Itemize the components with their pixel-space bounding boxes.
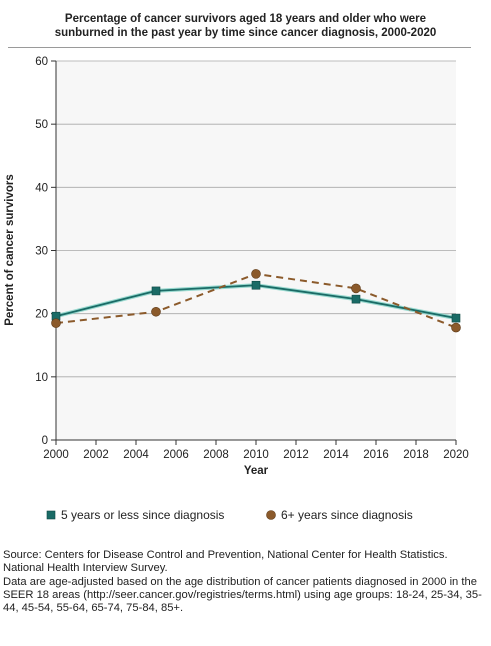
y-tick-label: 0 — [42, 435, 48, 447]
y-axis-label: Percent of cancer survivors — [4, 174, 16, 326]
source-notes: Source: Centers for Disease Control and … — [3, 549, 487, 615]
x-tick-label: 2012 — [283, 449, 309, 461]
series-layer — [51, 269, 461, 333]
chart-title: Percentage of cancer survivors aged 18 y… — [20, 12, 471, 40]
series-2-point — [251, 269, 261, 279]
legend-item-series-2: 6+ years since diagnosis — [265, 508, 413, 522]
legend-item-series-1: 5 years or less since diagnosis — [45, 508, 224, 522]
axes: 0 10 20 30 40 50 60 2000 2002 2004 2006 2008 2010 201… — [35, 56, 469, 461]
series-1-point — [251, 280, 261, 290]
series-1-point — [451, 313, 461, 323]
legend-label-series-1: 5 years or less since diagnosis — [61, 508, 225, 522]
x-tick-label: 2010 — [243, 449, 269, 461]
x-tick-label: 2006 — [163, 449, 189, 461]
series-2-point — [51, 318, 61, 328]
x-tick-label: 2002 — [83, 449, 109, 461]
x-tick-label: 2000 — [43, 449, 69, 461]
series-2-point — [451, 322, 461, 333]
legend-marker-circle — [266, 510, 276, 520]
series-1-point — [151, 286, 161, 296]
y-tick-label: 10 — [35, 372, 48, 384]
series-1-point — [351, 294, 361, 304]
source-citation: Source: Centers for Disease Control and … — [3, 549, 448, 575]
legend-label-series-2: 6+ years since diagnosis — [281, 508, 413, 522]
legend-marker-square — [46, 510, 56, 520]
x-tick-label: 2014 — [323, 449, 349, 461]
series-2-point — [351, 283, 361, 294]
x-tick-label: 2004 — [123, 449, 149, 461]
title-divider — [8, 47, 471, 48]
series-2-point — [151, 306, 161, 317]
y-tick-label: 60 — [35, 56, 48, 68]
y-tick-label: 30 — [35, 246, 48, 258]
x-axis-label: Year — [244, 465, 269, 477]
y-tick-label: 20 — [35, 309, 48, 321]
x-tick-label: 2008 — [203, 449, 229, 461]
line-chart: 0 10 20 30 40 50 60 2000 2002 2004 2006 2008 2010 201… — [4, 56, 469, 477]
y-tick-label: 40 — [35, 182, 48, 194]
data-note: Data are age-adjusted based on the age d… — [3, 575, 482, 615]
chart-title-line-1: Percentage of cancer survivors aged 18 y… — [64, 13, 427, 25]
grid-lines — [56, 60, 456, 378]
x-tick-label: 2018 — [403, 449, 429, 461]
y-tick-label: 50 — [35, 119, 48, 131]
x-tick-label: 2016 — [363, 449, 389, 461]
x-tick-label: 2020 — [443, 449, 469, 461]
chart-title-line-2: sunburned in the past year by time since… — [54, 27, 437, 39]
